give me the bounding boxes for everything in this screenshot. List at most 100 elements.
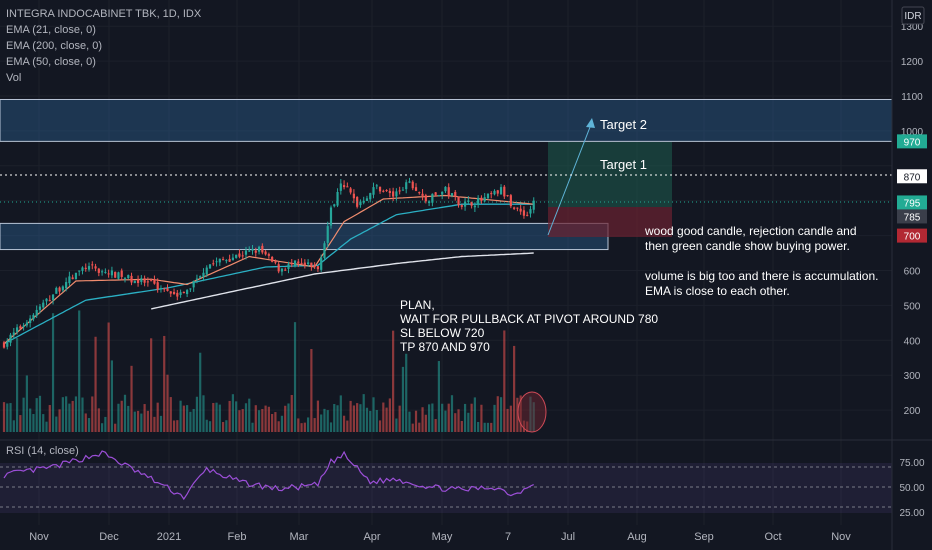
volume-bar: [156, 402, 159, 432]
time-tick-label: 7: [505, 531, 511, 543]
currency-badge: [901, 6, 925, 25]
price-tag-label: 870: [904, 172, 921, 183]
candle-body: [277, 264, 280, 272]
price-tag: [897, 169, 927, 184]
ema200-legend[interactable]: EMA (200, close, 0): [6, 40, 102, 52]
candle-body: [493, 190, 496, 195]
candle-body: [369, 193, 372, 200]
candle-body: [473, 205, 476, 208]
volume-bar: [349, 400, 352, 432]
volume-bar: [45, 421, 48, 432]
volume-bar: [473, 397, 476, 432]
candle-body: [81, 267, 84, 271]
volume-bar: [457, 409, 460, 432]
volume-bar: [94, 336, 97, 432]
volume-bar: [19, 415, 22, 432]
candle-body: [218, 258, 221, 263]
volume-bar: [369, 410, 372, 432]
candle-body: [22, 325, 25, 328]
candle-body: [166, 288, 169, 291]
candle-body: [431, 193, 434, 203]
candle-body: [195, 278, 199, 280]
rsi-axis[interactable]: 25.00 50.00 75.00: [899, 458, 924, 519]
candle-body: [506, 195, 509, 197]
candle-body: [159, 288, 163, 290]
volume-bar: [346, 420, 349, 432]
volume-bar: [176, 420, 179, 432]
price-tag-label: 700: [904, 232, 921, 243]
volume-bar: [244, 403, 248, 432]
volume-bar: [101, 423, 104, 432]
price-axis[interactable]: 200 300 400 500 600 1000 1100 1200 1300: [901, 22, 924, 417]
candle-body: [329, 207, 333, 226]
plan-line: PLAN,: [400, 298, 435, 312]
ema50-legend[interactable]: EMA (50, close, 0): [6, 56, 96, 68]
volume-bar: [441, 403, 444, 432]
volume-bar: [208, 421, 212, 432]
volume-bar: [310, 349, 313, 432]
candle-body: [45, 298, 48, 302]
candle-body: [114, 271, 117, 278]
symbol-title[interactable]: INTEGRA INDOCABINET TBK, 1D, IDX: [6, 8, 202, 20]
candle-body: [205, 267, 208, 275]
volume-bar: [74, 396, 78, 432]
candle-body: [359, 201, 362, 206]
volume-bar: [163, 335, 166, 432]
rsi-legend[interactable]: RSI (14, close): [6, 445, 79, 457]
volume-bar: [392, 330, 395, 432]
candle-body: [339, 183, 342, 191]
candle-body: [32, 314, 35, 320]
volume-bar: [405, 353, 408, 432]
volume-bar: [418, 422, 421, 432]
time-tick-label: Apr: [363, 531, 380, 543]
price-tag: [897, 134, 927, 149]
candle-body: [447, 187, 450, 196]
candle-body: [375, 185, 378, 187]
rsi-line: [3, 450, 534, 501]
ema50-line: [3, 203, 534, 345]
price-tick-label: 500: [904, 301, 921, 312]
candle-body: [235, 254, 238, 258]
note-line: volume is big too and there is accumulat…: [645, 269, 879, 283]
volume-bar: [117, 403, 120, 432]
candle-body: [156, 282, 159, 290]
candle-body: [12, 332, 15, 335]
volume-bar: [51, 313, 55, 432]
volume-highlight-ellipse: [517, 391, 547, 433]
volume-legend[interactable]: Vol: [6, 72, 22, 84]
candle-body: [104, 271, 107, 273]
volume-bar: [58, 409, 61, 432]
candle-body: [199, 276, 202, 278]
candle-body: [189, 288, 192, 290]
volume-bar: [9, 403, 12, 432]
candle-body: [238, 253, 241, 257]
ema21-line: [3, 194, 534, 345]
candle-body: [48, 300, 51, 302]
candle-body: [143, 278, 146, 283]
candle-body: [267, 254, 270, 256]
volume-bar: [444, 410, 447, 432]
candle-body: [421, 193, 424, 196]
ema21-legend[interactable]: EMA (21, close, 0): [6, 24, 96, 36]
candle-body: [307, 262, 310, 264]
time-axis[interactable]: Nov Dec 2021 Feb Mar Apr May 7 Jul Aug Sep Oct Nov: [29, 531, 851, 543]
time-tick-label: Oct: [764, 531, 781, 543]
volume-bar: [264, 405, 267, 432]
candle-body: [153, 279, 156, 284]
candle-body: [434, 192, 437, 195]
volume-bar: [199, 352, 202, 432]
volume-bar: [136, 410, 140, 432]
candle-body: [437, 195, 441, 197]
volume-bar: [385, 407, 388, 432]
volume-bar: [221, 422, 225, 432]
candle-body: [460, 205, 463, 207]
candle-body: [110, 270, 114, 276]
price-tag: [897, 228, 927, 243]
candle-body: [74, 272, 78, 280]
volume-bar: [48, 405, 51, 432]
volume-bar: [110, 360, 114, 432]
candle-body: [120, 270, 123, 277]
candle-body: [365, 198, 369, 201]
rsi-guides: [0, 466, 892, 508]
